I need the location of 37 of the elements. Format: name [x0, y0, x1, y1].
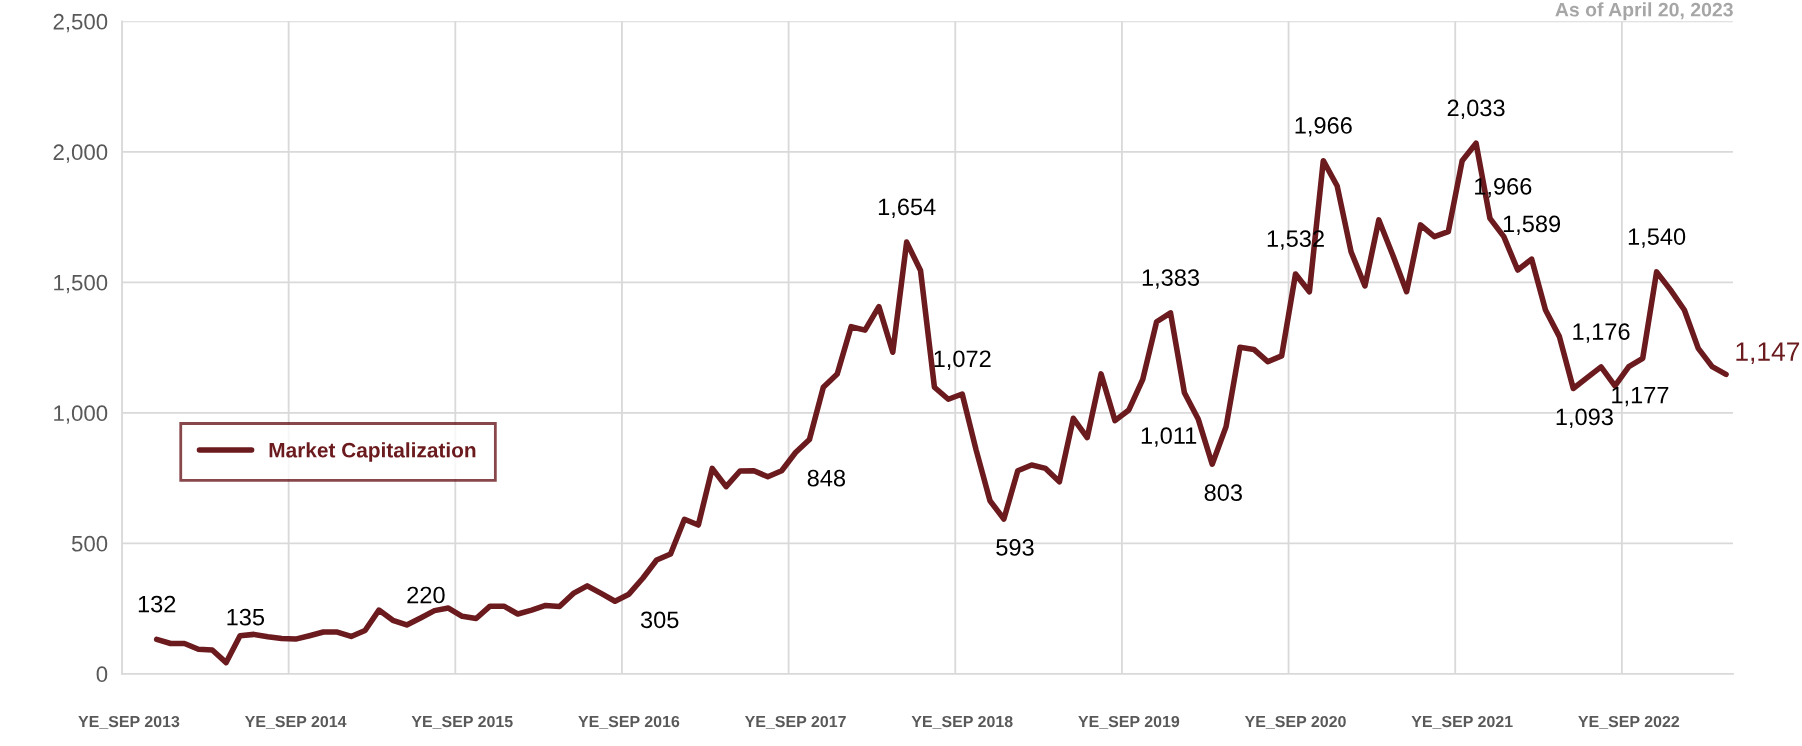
- data-label: 1,589: [1503, 215, 1561, 235]
- data-label: 132: [138, 595, 176, 613]
- data-label: 848: [807, 469, 846, 487]
- x-tick-label: YE_SEP 2018: [911, 715, 1013, 729]
- data-label: 1,093: [1556, 408, 1613, 429]
- y-tick-label: 0: [96, 666, 108, 683]
- data-label: 1,540: [1628, 228, 1686, 248]
- data-label: 803: [1204, 484, 1242, 502]
- y-tick-label: 2,000: [53, 144, 108, 163]
- y-tick-label: 2,500: [53, 13, 108, 33]
- data-label: 1,011: [1141, 427, 1197, 447]
- y-tick-label: 1,000: [54, 405, 108, 424]
- x-tick-label: YE_SEP 2013: [78, 715, 180, 729]
- y-tick-label: 500: [71, 535, 108, 552]
- data-label: 1,176: [1573, 323, 1630, 343]
- x-tick-label: YE_SEP 2019: [1078, 715, 1180, 729]
- data-label: 1,177: [1612, 386, 1669, 407]
- data-label: 1,383: [1142, 269, 1200, 289]
- x-tick-label: YE_SEP 2020: [1244, 715, 1346, 729]
- data-label: 1,966: [1295, 117, 1352, 137]
- data-label: 2,033: [1447, 99, 1505, 120]
- x-tick-label: YE_SEP 2016: [578, 715, 680, 729]
- data-label: 1,072: [934, 350, 991, 370]
- data-label: 1,654: [878, 198, 936, 219]
- x-tick-label: YE_SEP 2014: [244, 715, 347, 729]
- x-tick-label: YE_SEP 2017: [744, 715, 846, 729]
- data-label: 305: [640, 611, 679, 629]
- text: As of April 20, 2023: [1555, 2, 1733, 21]
- legend-label: Market Capitalization: [269, 442, 476, 462]
- y-tick-label: 1,500: [54, 274, 108, 294]
- x-tick-label: YE_SEP 2022: [1578, 715, 1680, 729]
- x-tick-label: YE_SEP 2015: [411, 715, 513, 729]
- data-label: 593: [996, 539, 1034, 556]
- data-label: 1,147: [1736, 342, 1800, 365]
- x-tick-label: YE_SEP 2021: [1411, 715, 1513, 729]
- data-label: 135: [227, 608, 265, 626]
- data-label: 220: [407, 586, 445, 604]
